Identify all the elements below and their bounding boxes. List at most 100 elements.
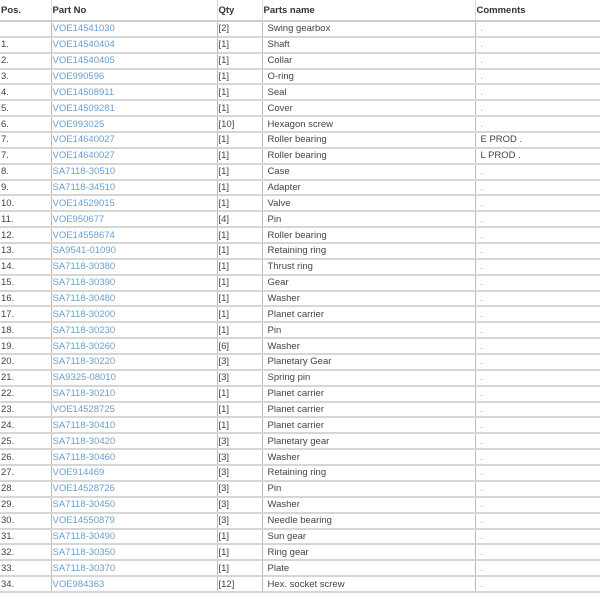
pos-cell: 3. xyxy=(0,68,51,86)
part-no-cell: SA7118-30480 xyxy=(50,290,217,308)
pos-cell: 27. xyxy=(0,465,51,482)
part-no-link[interactable]: VOE14509281 xyxy=(52,102,115,114)
part-no-link[interactable]: VOE990596 xyxy=(52,71,105,82)
part-no-link[interactable]: SA7118-30220 xyxy=(52,356,116,368)
part-no-link[interactable]: VOE950677 xyxy=(52,213,105,225)
header-comments: Comments xyxy=(474,0,600,22)
pos-cell: 32. xyxy=(0,544,51,562)
part-no-link[interactable]: SA7118-34510 xyxy=(52,182,116,194)
pos-cell: 19. xyxy=(0,338,51,356)
part-no-link[interactable]: SA7118-30420 xyxy=(52,435,116,447)
part-no-link[interactable]: SA7118-30210 xyxy=(52,388,116,400)
header-parts-name: Parts name xyxy=(261,0,475,22)
part-no-link[interactable]: VOE14541030 xyxy=(52,23,115,35)
comments-cell: . xyxy=(474,449,600,467)
part-no-cell: VOE950677 xyxy=(50,211,217,229)
parts-name-cell: Sun gear xyxy=(261,528,475,546)
qty-cell: [1] xyxy=(216,544,262,562)
part-no-cell: VOE14508911 xyxy=(50,84,217,102)
pos-cell: 17. xyxy=(0,306,51,324)
pos-cell: 5. xyxy=(0,100,51,118)
part-no-link[interactable]: VOE984363 xyxy=(52,578,105,590)
part-no-link[interactable]: SA7118-30380 xyxy=(52,261,116,273)
qty-cell: [3] xyxy=(216,433,262,451)
header-qty: Qty xyxy=(216,0,262,22)
part-no-link[interactable]: SA7118-30230 xyxy=(52,324,116,336)
parts-name-cell: Needle bearing xyxy=(261,512,475,530)
part-no-link[interactable]: SA7118-30370 xyxy=(52,562,116,574)
table-row: 28. VOE14528726 [3] Pin. xyxy=(0,480,600,498)
pos-cell: 28. xyxy=(0,480,51,498)
part-no-link[interactable]: VOE14528726 xyxy=(52,483,115,495)
qty-cell: [6] xyxy=(216,338,262,356)
comments-cell: . xyxy=(474,179,600,197)
part-no-link[interactable]: SA7118-30410 xyxy=(52,419,116,431)
table-row: 20. SA7118-30220 [3] Planetary Gear. xyxy=(0,354,600,371)
part-no-link[interactable]: SA9325-08010 xyxy=(52,372,116,384)
qty-cell: [1] xyxy=(216,322,262,340)
comments-cell: . xyxy=(474,116,600,134)
pos-cell: 12. xyxy=(0,227,51,245)
table-row: 9. SA7118-34510 [1] Adapter. xyxy=(0,179,600,197)
parts-name-cell: Gear xyxy=(261,274,475,292)
part-no-link[interactable]: SA7118-30350 xyxy=(52,546,116,558)
part-no-link[interactable]: SA9541-01090 xyxy=(52,245,116,257)
part-no-cell: SA7118-30460 xyxy=(50,449,217,467)
parts-name-cell: Case xyxy=(261,163,475,181)
pos-cell: 10. xyxy=(0,195,51,213)
part-no-cell: SA7118-30380 xyxy=(50,258,217,276)
table-row: 3. VOE990596 [1] O-ring. xyxy=(0,68,600,86)
part-no-link[interactable]: VOE14528725 xyxy=(52,404,115,416)
part-no-link[interactable]: SA7118-30390 xyxy=(52,277,116,289)
qty-cell: [1] xyxy=(216,274,262,292)
part-no-cell: SA7118-30490 xyxy=(50,528,217,546)
pos-cell: 6. xyxy=(0,116,51,134)
table-row: 2. VOE14540405 [1] Collar. xyxy=(0,52,600,70)
part-no-link[interactable]: VOE14540404 xyxy=(52,39,115,51)
part-no-link[interactable]: VOE14529015 xyxy=(52,197,115,209)
qty-cell: [1] xyxy=(216,227,262,245)
part-no-link[interactable]: VOE14640027 xyxy=(52,134,115,146)
qty-cell: [1] xyxy=(216,258,262,276)
qty-cell: [1] xyxy=(216,36,262,54)
part-no-cell: VOE14541030 xyxy=(50,21,217,38)
qty-cell: [3] xyxy=(216,354,262,371)
part-no-link[interactable]: VOE14540405 xyxy=(52,55,115,67)
part-no-link[interactable]: SA7118-30200 xyxy=(52,308,116,320)
table-row: 32. SA7118-30350 [1] Ring gear. xyxy=(0,544,600,562)
part-no-link[interactable]: SA7118-30510 xyxy=(52,166,116,178)
part-no-link[interactable]: VOE14640027 xyxy=(52,150,115,162)
part-no-link[interactable]: VOE14550879 xyxy=(52,515,115,527)
part-no-cell: SA7118-30450 xyxy=(50,496,217,514)
part-no-link[interactable]: VOE993025 xyxy=(52,118,105,130)
table-row: 6. VOE993025 [10] Hexagon screw. xyxy=(0,116,600,134)
part-no-cell: SA9541-01090 xyxy=(50,243,217,260)
qty-cell: [1] xyxy=(216,52,262,70)
qty-cell: [2] xyxy=(216,21,262,38)
part-no-link[interactable]: SA7118-30480 xyxy=(52,293,116,305)
part-no-link[interactable]: VOE14558674 xyxy=(52,229,115,241)
parts-name-cell: Cover xyxy=(261,100,475,118)
part-no-link[interactable]: VOE914469 xyxy=(52,467,105,479)
part-no-cell: SA7118-30200 xyxy=(50,306,217,324)
part-no-link[interactable]: SA7118-30260 xyxy=(52,340,116,352)
part-no-cell: VOE14509281 xyxy=(50,100,217,118)
parts-name-cell: Roller bearing xyxy=(261,227,475,245)
table-row: 21. SA9325-08010 [3] Spring pin. xyxy=(0,369,600,387)
table-row: 22. SA7118-30210 [1] Planet carrier. xyxy=(0,385,600,403)
part-no-link[interactable]: VOE14508911 xyxy=(52,86,115,98)
part-no-link[interactable]: SA7118-30460 xyxy=(52,451,116,463)
table-row: 10. VOE14529015 [1] Valve. xyxy=(0,195,600,213)
part-no-cell: SA7118-30220 xyxy=(50,354,217,371)
pos-cell: 23. xyxy=(0,401,51,419)
part-no-link[interactable]: SA7118-30490 xyxy=(52,530,116,542)
part-no-cell: VOE914469 xyxy=(50,465,217,482)
part-no-cell: VOE14640027 xyxy=(50,147,217,165)
table-row: 7. VOE14640027 [1] Roller bearing L PROD . xyxy=(0,147,600,165)
part-no-link[interactable]: SA7118-30450 xyxy=(52,499,116,511)
comments-cell: . xyxy=(474,258,600,276)
comments-cell: . xyxy=(474,385,600,403)
comments-cell: L PROD . xyxy=(474,147,600,165)
comments-cell: . xyxy=(474,417,600,435)
